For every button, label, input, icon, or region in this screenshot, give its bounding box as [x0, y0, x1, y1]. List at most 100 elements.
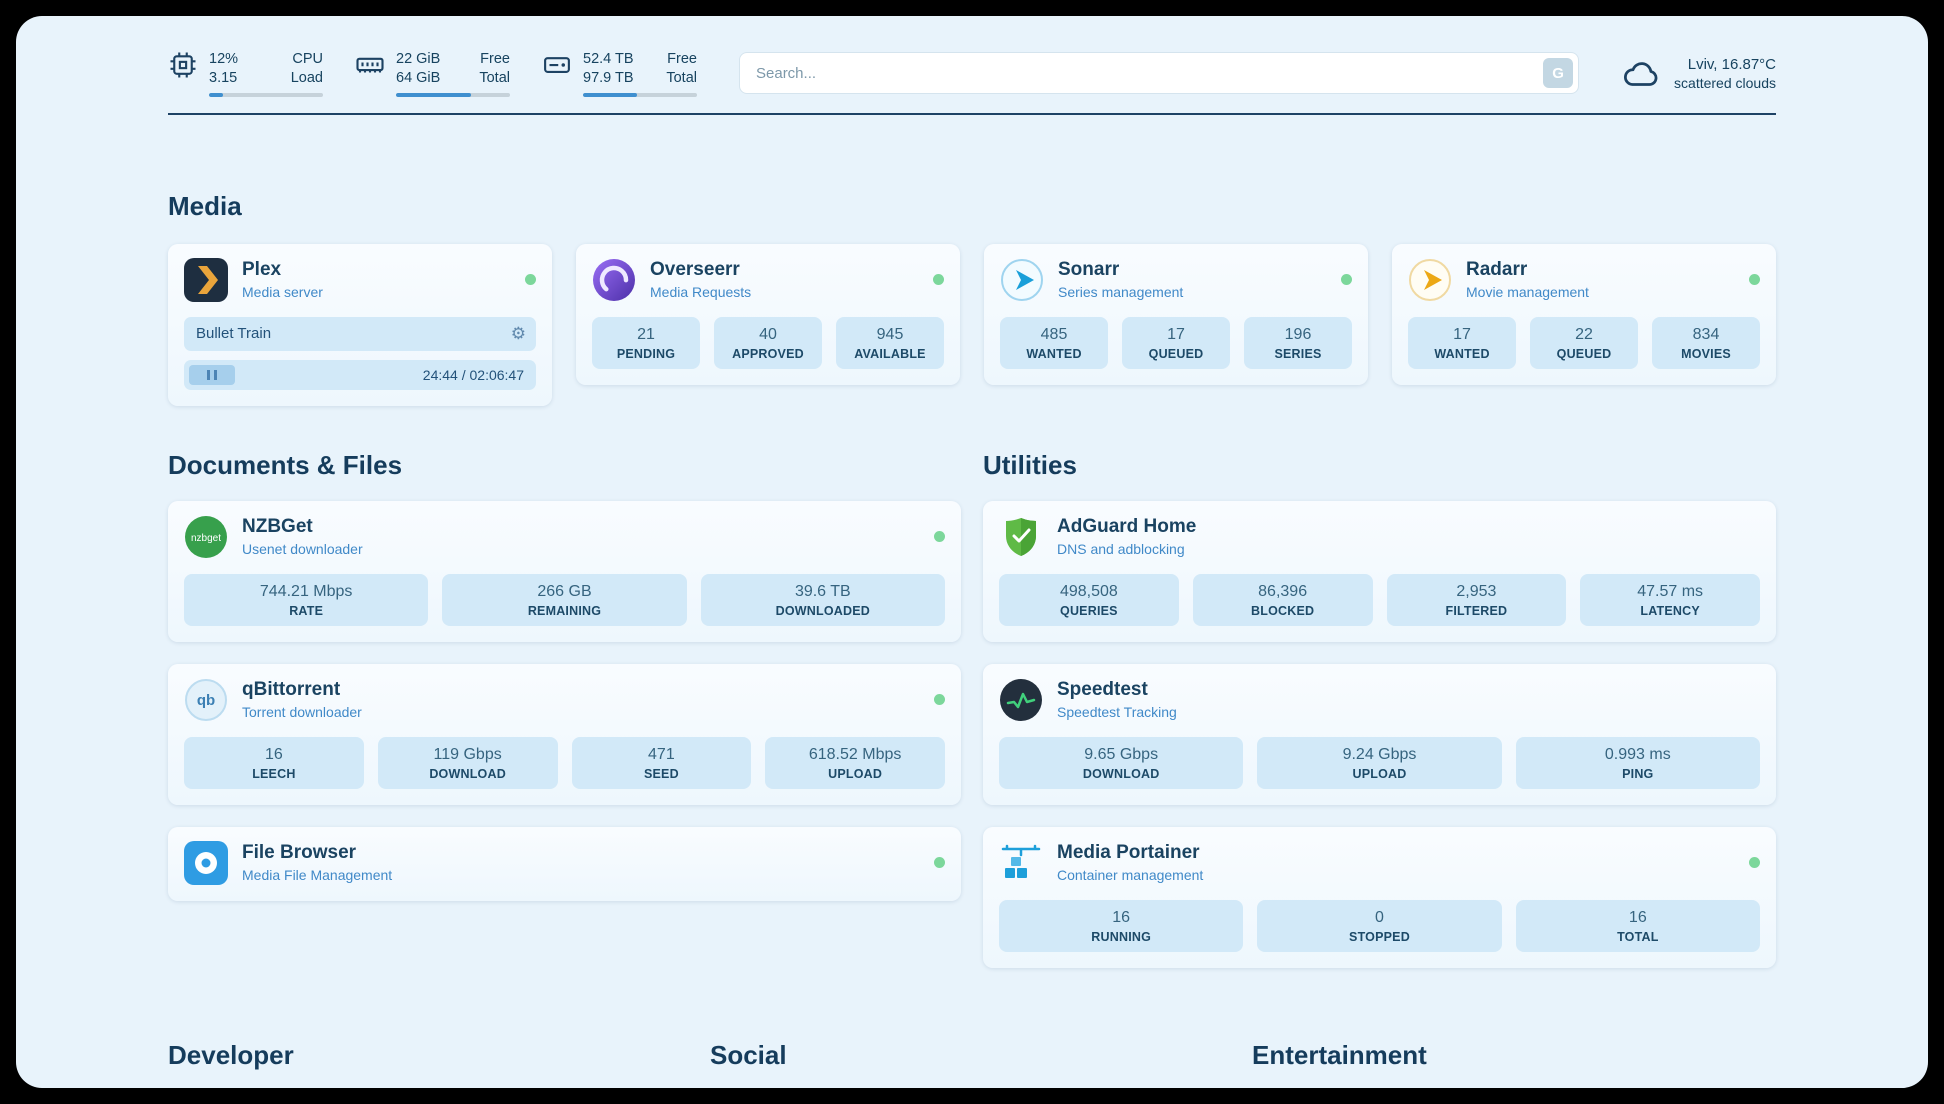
stat-box: 119 Gbps DOWNLOAD	[377, 736, 558, 789]
cloud-icon	[1621, 56, 1661, 90]
stat-box: 9.24 Gbps UPLOAD	[1257, 736, 1502, 789]
service-title: Radarr	[1466, 259, 1528, 281]
cpu-widget: 12% CPU 3.15 Load	[168, 50, 323, 97]
stat-box: 0.993 ms PING	[1515, 736, 1760, 789]
memory-total: 64 GiB	[396, 69, 441, 86]
service-subtitle: Series management	[1058, 284, 1184, 301]
stat-box: 196 SERIES	[1244, 316, 1352, 369]
top-bar: 12% CPU 3.15 Load	[168, 50, 1776, 97]
status-dot	[1749, 274, 1760, 286]
stat-box: 2,953 FILTERED	[1386, 573, 1567, 626]
memory-widget: 22 GiB Free 64 GiB Total	[355, 50, 510, 97]
pause-button[interactable]	[189, 364, 235, 385]
stat-box: 834 MOVIES	[1652, 316, 1760, 369]
section-documents: Documents & Files nzbget NZBGet Usenet d…	[168, 450, 961, 901]
stat-box: 16 LEECH	[184, 736, 364, 789]
section-title-media: Media	[168, 190, 242, 221]
service-title: qBittorrent	[242, 679, 341, 701]
search-input[interactable]	[739, 52, 1580, 95]
service-subtitle: Container management	[1057, 867, 1204, 884]
stat-box: 744.21 Mbps RATE	[184, 573, 429, 626]
nzbget-card[interactable]: nzbget NZBGet Usenet downloader 744.21 M…	[168, 500, 961, 642]
status-dot	[933, 274, 944, 286]
memory-free: 22 GiB	[396, 51, 441, 67]
stat-box: 618.52 Mbps UPLOAD	[765, 736, 945, 789]
disk-widget: 52.4 TB Free 97.9 TB Total	[542, 50, 697, 97]
speedtest-icon	[999, 678, 1043, 722]
resource-widgets: 12% CPU 3.15 Load	[168, 50, 697, 97]
speedtest-card[interactable]: Speedtest Speedtest Tracking 9.65 Gbps D…	[983, 663, 1776, 805]
service-subtitle: Speedtest Tracking	[1057, 704, 1177, 721]
radarr-icon	[1408, 258, 1452, 302]
service-title: NZBGet	[242, 516, 313, 538]
status-dot	[934, 694, 945, 706]
stat-box: 498,508 QUERIES	[999, 573, 1179, 626]
disk-progress-bar	[583, 92, 697, 97]
section-title-entertainment: Entertainment	[1252, 1039, 1427, 1070]
stat-box: 86,396 BLOCKED	[1192, 573, 1373, 626]
dashboard-panel: 12% CPU 3.15 Load	[16, 16, 1928, 1088]
weather-condition: scattered clouds	[1674, 74, 1776, 91]
radarr-card[interactable]: Radarr Movie management 17 WANTED 22 QUE…	[1392, 243, 1776, 385]
section-utilities: Utilities	[983, 450, 1776, 968]
section-title-utilities: Utilities	[983, 449, 1077, 480]
filebrowser-card[interactable]: File Browser Media File Management	[168, 826, 961, 901]
memory-free-label: Free	[480, 51, 510, 67]
disk-free: 52.4 TB	[583, 51, 634, 67]
service-title: File Browser	[242, 842, 357, 864]
service-title: Speedtest	[1057, 679, 1148, 701]
disk-total-label: Total	[666, 69, 697, 86]
filebrowser-icon	[184, 840, 228, 885]
service-subtitle: Movie management	[1466, 284, 1589, 301]
service-subtitle: DNS and adblocking	[1057, 541, 1185, 558]
service-title: Sonarr	[1058, 259, 1120, 281]
section-title-social: Social	[710, 1039, 787, 1070]
adguard-card[interactable]: AdGuard Home DNS and adblocking 498,508 …	[983, 500, 1776, 642]
now-playing-title: Bullet Train	[196, 325, 272, 343]
plex-card[interactable]: Plex Media server Bullet Train ⚙ 24:44	[168, 243, 552, 406]
settings-gear-icon[interactable]: ⚙	[510, 324, 526, 344]
service-title: Plex	[242, 259, 282, 281]
status-dot	[1341, 274, 1352, 286]
adguard-shield-icon	[999, 515, 1043, 559]
search-provider-button[interactable]: G	[1543, 58, 1574, 89]
stat-box: 17 QUEUED	[1122, 316, 1230, 369]
playback-time: 24:44 / 02:06:47	[422, 366, 524, 383]
service-subtitle: Media File Management	[242, 867, 393, 884]
section-entertainment: Entertainment YT YouTube youtube.com NF …	[1252, 1040, 1776, 1088]
service-subtitle: Torrent downloader	[242, 704, 362, 721]
stat-box: 40 APPROVED	[714, 316, 822, 369]
portainer-card[interactable]: Media Portainer Container management 16 …	[983, 826, 1776, 968]
service-subtitle: Usenet downloader	[242, 541, 363, 558]
now-playing-row: Bullet Train ⚙	[184, 316, 536, 351]
service-title: AdGuard Home	[1057, 516, 1197, 538]
plex-icon	[184, 257, 228, 302]
status-dot	[934, 531, 945, 543]
sonarr-card[interactable]: Sonarr Series management 485 WANTED 17 Q…	[984, 243, 1368, 385]
stat-box: 16 TOTAL	[1515, 899, 1760, 952]
service-title: Overseerr	[650, 259, 740, 281]
search-bar: G	[739, 52, 1580, 95]
service-title: Media Portainer	[1057, 842, 1200, 864]
overseerr-icon	[592, 258, 636, 302]
disk-free-label: Free	[667, 51, 697, 67]
status-dot	[1749, 857, 1760, 869]
stat-box: 16 RUNNING	[999, 899, 1244, 952]
stat-box: 22 QUEUED	[1530, 316, 1638, 369]
memory-progress-bar	[396, 92, 510, 97]
stat-box: 945 AVAILABLE	[836, 316, 944, 369]
stat-box: 0 STOPPED	[1257, 899, 1502, 952]
qbittorrent-card[interactable]: qb qBittorrent Torrent downloader	[168, 663, 961, 805]
ram-icon	[355, 50, 385, 80]
section-social: Social LI LinkedIn linkedin.com TW Twitt…	[710, 1040, 1234, 1088]
overseerr-card[interactable]: Overseerr Media Requests 21 PENDING 40 A…	[576, 243, 960, 385]
disk-icon	[542, 50, 572, 80]
stat-box: 485 WANTED	[1000, 316, 1108, 369]
stat-box: 471 SEED	[571, 736, 752, 789]
stat-box: 17 WANTED	[1408, 316, 1516, 369]
service-subtitle: Media Requests	[650, 284, 752, 301]
cpu-percent: 12%	[209, 51, 239, 67]
cpu-label: CPU	[292, 51, 323, 67]
service-subtitle: Media server	[242, 284, 323, 301]
svg-text:nzbget: nzbget	[191, 533, 221, 544]
